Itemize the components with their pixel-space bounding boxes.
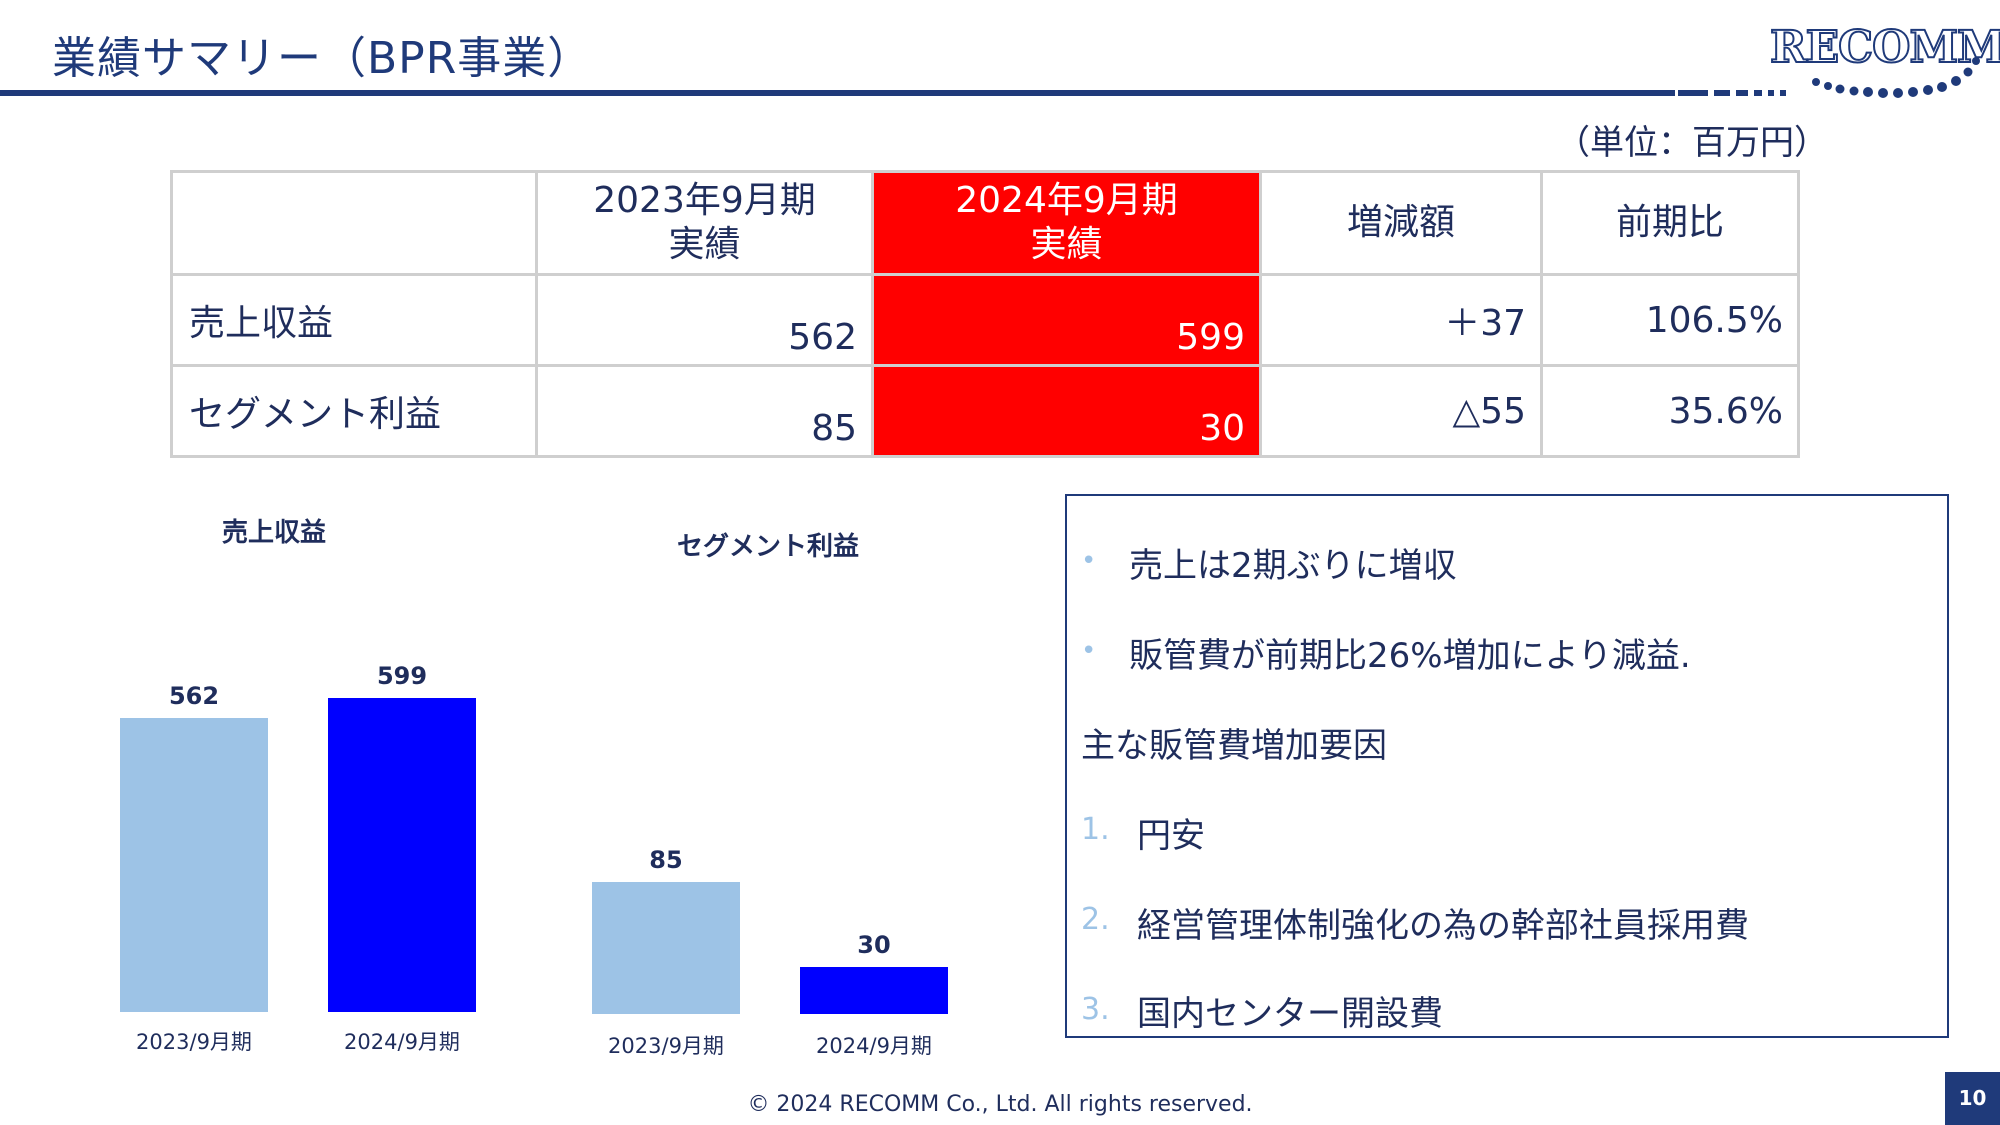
cell-diff: ＋37 — [1259, 273, 1543, 367]
table-row: セグメント利益 85 30 △55 35.6% — [170, 364, 1800, 458]
logo-dots-arc — [1812, 57, 1980, 98]
bullet-icon: • — [1081, 546, 1097, 576]
list-number: 3. — [1081, 992, 1110, 1027]
cell-2024: 599 — [871, 273, 1262, 367]
bullet-icon: • — [1081, 636, 1097, 666]
copyright-footer: © 2024 RECOMM Co., Ltd. All rights reser… — [747, 1092, 1253, 1117]
header-cell-2024: 2024年9月期 実績 — [871, 170, 1262, 276]
chart-title: セグメント利益 — [677, 532, 860, 562]
notes-box: • 売上は2期ぶりに増収 • 販管費が前期比26%増加により減益. 主な販管費増… — [1065, 494, 1949, 1038]
cell-2023: 85 — [535, 364, 874, 458]
note-heading: 主な販管費増加要因 — [1081, 726, 1387, 766]
category-label: 2023/9月期 — [136, 1030, 252, 1054]
category-label: 2024/9月期 — [344, 1030, 460, 1054]
chart-bar — [592, 882, 740, 1014]
cell-ratio: 106.5% — [1540, 273, 1800, 367]
row-label: セグメント利益 — [170, 364, 538, 458]
chart-bar — [800, 967, 948, 1014]
title-underline — [0, 90, 1675, 96]
data-label: 599 — [376, 662, 428, 690]
page-title: 業績サマリー（BPR事業） — [52, 33, 593, 84]
chart-title: 売上収益 — [222, 518, 327, 548]
chart-bar — [120, 718, 268, 1012]
header-cell-2023: 2023年9月期 実績 — [535, 170, 874, 276]
category-label: 2023/9月期 — [608, 1034, 724, 1058]
cell-ratio: 35.6% — [1540, 364, 1800, 458]
chart-bar — [328, 698, 476, 1012]
cell-value: 30 — [1199, 408, 1245, 449]
header-cell-diff: 増減額 — [1259, 170, 1543, 276]
company-logo: RECOMM — [1769, 21, 2000, 107]
data-label: 30 — [857, 931, 891, 959]
cell-value: 599 — [1176, 317, 1245, 358]
table-header-row: 2023年9月期 実績 2024年9月期 実績 増減額 前期比 — [170, 170, 1800, 276]
list-number: 2. — [1081, 902, 1110, 937]
list-item: 国内センター開設費 — [1137, 994, 1443, 1034]
category-label: 2024/9月期 — [816, 1034, 932, 1058]
data-label: 562 — [168, 682, 220, 710]
title-underline-dashes — [1678, 90, 1792, 109]
header-cell-ratio: 前期比 — [1540, 170, 1800, 276]
list-number: 1. — [1081, 812, 1110, 847]
row-label: 売上収益 — [170, 273, 538, 367]
data-label: 85 — [649, 846, 683, 874]
logo-wordmark: RECOMM — [1769, 21, 2000, 74]
table-row: 売上収益 562 599 ＋37 106.5% — [170, 273, 1800, 367]
cell-2023: 562 — [535, 273, 874, 367]
page-number: 10 — [1945, 1072, 2000, 1125]
cell-value: 85 — [811, 408, 857, 449]
list-item: 円安 — [1137, 816, 1205, 856]
header-cell-empty — [170, 170, 538, 276]
list-item: 経営管理体制強化の為の幹部社員採用費 — [1137, 906, 1749, 946]
cell-diff: △55 — [1259, 364, 1543, 458]
summary-table: 2023年9月期 実績 2024年9月期 実績 増減額 前期比 売上収益 562… — [170, 170, 1800, 458]
cell-value: 562 — [788, 317, 857, 358]
note-bullet: 販管費が前期比26%増加により減益. — [1129, 636, 1691, 676]
cell-2024: 30 — [871, 364, 1262, 458]
note-bullet: 売上は2期ぶりに増収 — [1129, 546, 1457, 586]
unit-label: （単位：百万円） — [1556, 123, 1828, 163]
